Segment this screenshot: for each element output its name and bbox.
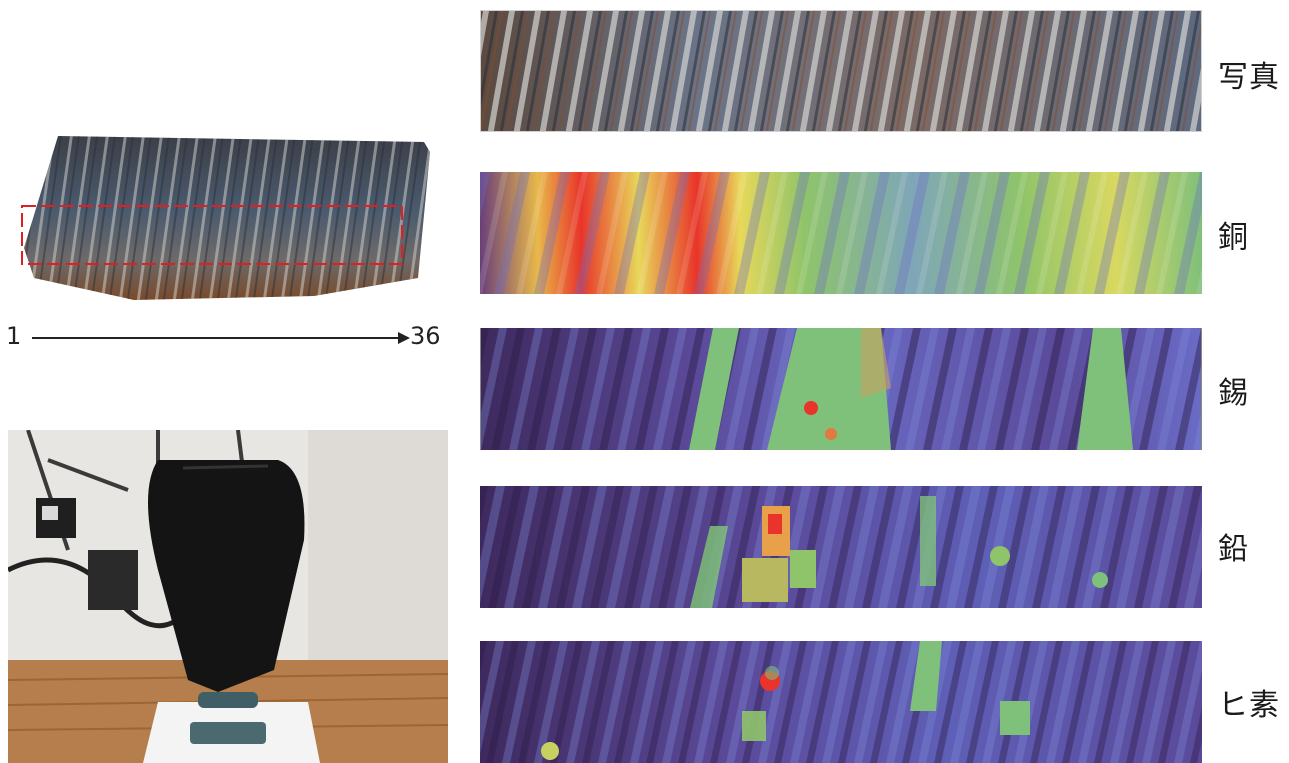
panel-lead-heatmap <box>480 486 1202 608</box>
label-tin: 錫 <box>1218 376 1249 411</box>
axis-start-label: 1 <box>6 322 22 350</box>
artifact-photo <box>14 128 436 304</box>
label-photo: 写真 <box>1218 60 1280 95</box>
panel-arsenic-heatmap <box>480 641 1202 763</box>
panel-photo-image <box>481 11 1201 131</box>
axis-end-label: 36 <box>410 322 441 350</box>
artifact-image <box>21 136 430 300</box>
panel-copper-heatmap <box>480 172 1202 294</box>
axis-arrow <box>32 332 410 344</box>
label-arsenic: ヒ素 <box>1218 688 1280 723</box>
label-copper: 銅 <box>1218 220 1249 255</box>
xrf-instrument-photo <box>8 430 448 763</box>
selection-box <box>21 205 403 265</box>
panel-photo <box>480 10 1202 132</box>
panel-tin-heatmap <box>480 328 1202 450</box>
label-lead: 鉛 <box>1218 532 1249 567</box>
